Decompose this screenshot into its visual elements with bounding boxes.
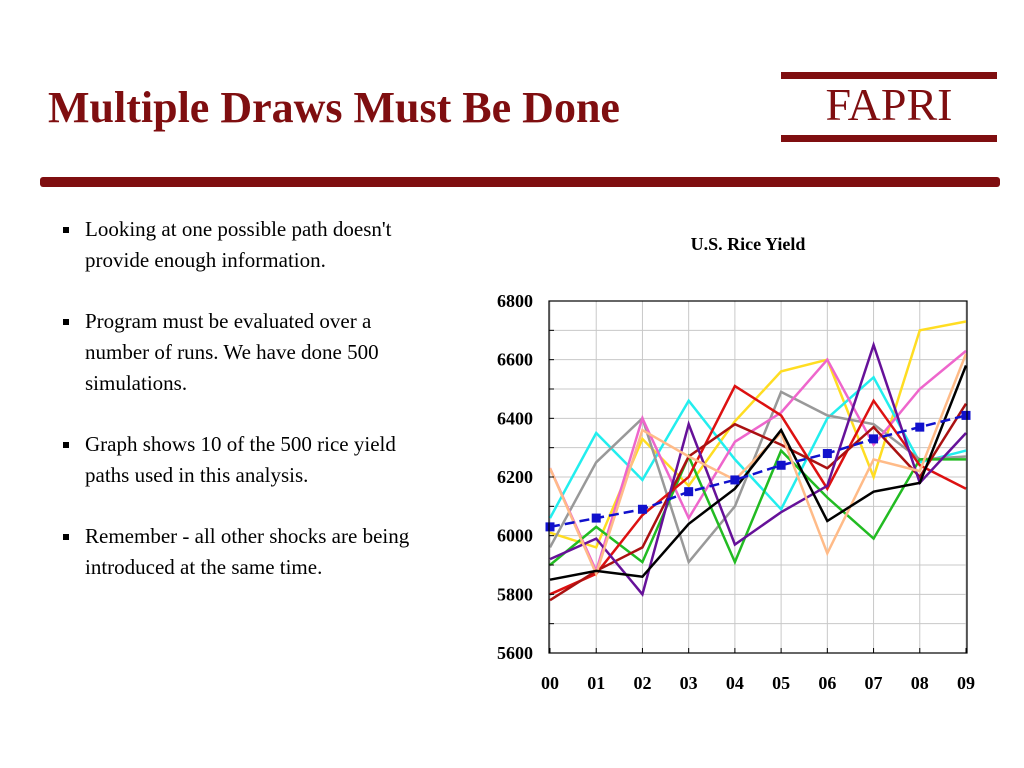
series-line (548, 375, 967, 519)
logo-text: FAPRI (825, 79, 953, 130)
bullet-marker (63, 227, 69, 233)
y-tick-label: 5800 (497, 584, 533, 604)
fapri-logo: FAPRI (781, 72, 997, 142)
chart-title: U.S. Rice Yield (691, 234, 806, 254)
y-tick-label: 6200 (497, 467, 533, 487)
y-tick-label: 6800 (497, 291, 533, 311)
bullet-text: Remember - all other shocks are being in… (85, 524, 410, 579)
series-marker (869, 434, 879, 444)
series-line (549, 365, 968, 581)
series-line (548, 390, 967, 565)
x-tick-label: 00 (541, 673, 559, 693)
y-tick-label: 6000 (497, 526, 533, 546)
bullet-list: Looking at one possible path doesn't pro… (60, 214, 420, 613)
series-marker (961, 410, 971, 420)
y-tick-label: 6400 (497, 408, 533, 428)
series-line (548, 353, 968, 578)
x-tick-label: 08 (911, 673, 929, 693)
x-tick-label: 07 (865, 673, 883, 693)
series-line (549, 384, 967, 596)
y-tick-label: 5600 (497, 643, 533, 663)
bullet-text: Program must be evaluated over a number … (85, 309, 379, 395)
logo-bottom-bar (781, 135, 997, 142)
bullet-item: Program must be evaluated over a number … (60, 306, 420, 399)
bullet-marker (63, 534, 69, 540)
series-marker (776, 460, 786, 470)
y-tick-label: 6600 (497, 350, 533, 370)
x-tick-label: 09 (957, 673, 975, 693)
bullet-item: Remember - all other shocks are being in… (60, 521, 420, 583)
x-tick-label: 03 (680, 673, 698, 693)
bullet-text: Graph shows 10 of the 500 rice yield pat… (85, 432, 396, 487)
series-marker (545, 522, 555, 532)
bullet-item: Looking at one possible path doesn't pro… (60, 214, 420, 276)
series-line (549, 341, 967, 597)
slide-title: Multiple Draws Must Be Done (48, 83, 620, 132)
series-marker (915, 422, 925, 432)
x-tick-label: 06 (818, 673, 836, 693)
bullet-text: Looking at one possible path doesn't pro… (85, 217, 392, 272)
bullet-marker (63, 319, 69, 325)
x-tick-label: 02 (633, 673, 651, 693)
x-tick-label: 05 (772, 673, 790, 693)
bullet-item: Graph shows 10 of the 500 rice yield pat… (60, 429, 420, 491)
series-marker (730, 475, 740, 485)
rice-yield-chart: U.S. Rice Yield 5600 5800 6000 6200 6400 6600 6… (497, 234, 975, 693)
series-marker (591, 513, 601, 523)
x-tick-label: 04 (726, 673, 744, 693)
x-tick-label: 01 (587, 673, 605, 693)
series-line (549, 403, 968, 602)
series-line (549, 414, 967, 529)
logo-top-bar (781, 72, 997, 79)
bullet-marker (63, 442, 69, 448)
title-divider (40, 177, 1000, 187)
series-marker (822, 449, 832, 459)
series-marker (637, 504, 647, 514)
series-marker (684, 487, 694, 497)
